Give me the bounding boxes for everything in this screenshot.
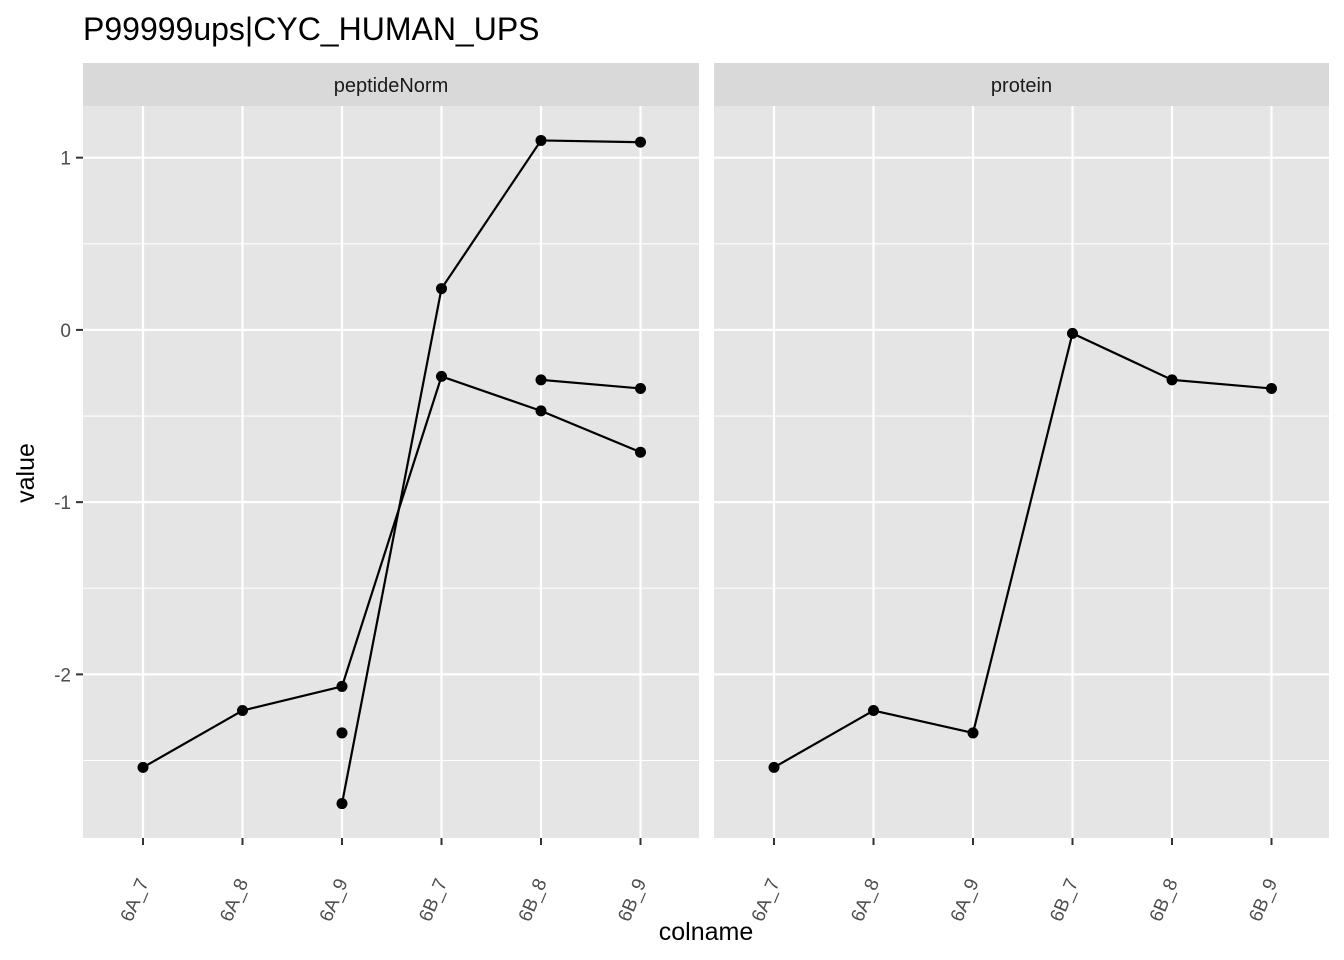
x-tick-label: 6A_9 <box>947 876 984 925</box>
data-point <box>336 727 348 739</box>
data-point <box>436 283 447 295</box>
series-line-segment <box>340 376 443 687</box>
x-tick-label: 6B_8 <box>515 876 552 925</box>
data-point <box>535 405 547 417</box>
series-line-segment <box>1072 332 1173 381</box>
data-point <box>436 370 447 382</box>
data-point <box>1166 374 1178 386</box>
y-tick-label: -2 <box>54 665 71 686</box>
series-line-segment <box>540 139 641 144</box>
data-point <box>635 136 646 148</box>
x-tick-label: 6B_7 <box>1046 876 1083 925</box>
series-line-segment <box>242 685 343 712</box>
panel-background <box>714 106 1329 838</box>
series-line-segment <box>1171 378 1272 390</box>
series-peptideNorm-1 <box>137 370 646 773</box>
data-point <box>768 761 780 773</box>
x-tick-label: 6B_9 <box>1245 876 1282 925</box>
facet-panels: peptideNorm 6A_7 6A_8 6A_9 6B_7 6B_8 6B_9 -2 -1 0… <box>54 63 1329 925</box>
facet-strip-label: protein <box>991 75 1052 97</box>
series-peptideNorm-2 <box>336 134 646 810</box>
data-point <box>1266 382 1277 394</box>
facet-panel-peptideNorm: peptideNorm 6A_7 6A_8 6A_9 6B_7 6B_8 6B_9 -2 -1 0… <box>54 63 699 925</box>
facet-strip <box>714 63 1329 106</box>
data-point <box>535 134 547 146</box>
data-point <box>967 727 979 739</box>
x-tick-label: 6B_7 <box>415 876 452 925</box>
x-tick-label: 6A_8 <box>847 876 884 925</box>
x-tick-label: 6A_7 <box>748 876 785 925</box>
data-point <box>535 374 547 386</box>
series-line-segment <box>873 709 974 735</box>
series-protein-1 <box>768 327 1277 773</box>
series-line-segment <box>340 288 443 804</box>
x-tick-label: 6A_8 <box>216 876 253 925</box>
facet-strip-label: peptideNorm <box>334 75 449 97</box>
data-point <box>635 382 646 394</box>
chart-title: P99999ups|CYC_HUMAN_UPS <box>83 11 540 47</box>
x-axis-title: colname <box>659 918 754 946</box>
series-line-segment <box>540 378 641 390</box>
series-line-segment <box>142 709 244 769</box>
data-point <box>336 680 348 692</box>
x-tick-label: 6B_8 <box>1146 876 1183 925</box>
series-line-segment <box>440 139 542 290</box>
series-peptideNorm-3 <box>336 374 646 739</box>
data-point <box>635 446 646 458</box>
x-tick-label: 6B_9 <box>614 876 651 925</box>
data-point <box>1067 327 1078 339</box>
data-point <box>336 798 348 810</box>
data-point <box>868 705 879 717</box>
x-tick-label: 6A_7 <box>117 876 154 925</box>
x-tick-label: 6A_9 <box>316 876 353 925</box>
y-axis-title: value <box>12 443 40 503</box>
series-line-segment <box>971 333 1074 734</box>
y-tick-label: -1 <box>54 493 71 514</box>
data-point <box>237 705 248 717</box>
series-line-segment <box>773 709 875 769</box>
facet-strip <box>83 63 699 106</box>
series-line-segment <box>540 409 641 454</box>
y-tick-label: 1 <box>60 149 71 170</box>
y-tick-label: 0 <box>60 321 71 342</box>
facet-panel-protein: protein 6A_7 6A_8 6A_9 6B_7 6B_8 6B_9 <box>714 63 1329 925</box>
panel-background <box>83 106 699 838</box>
series-line-segment <box>441 375 542 412</box>
data-point <box>137 761 149 773</box>
